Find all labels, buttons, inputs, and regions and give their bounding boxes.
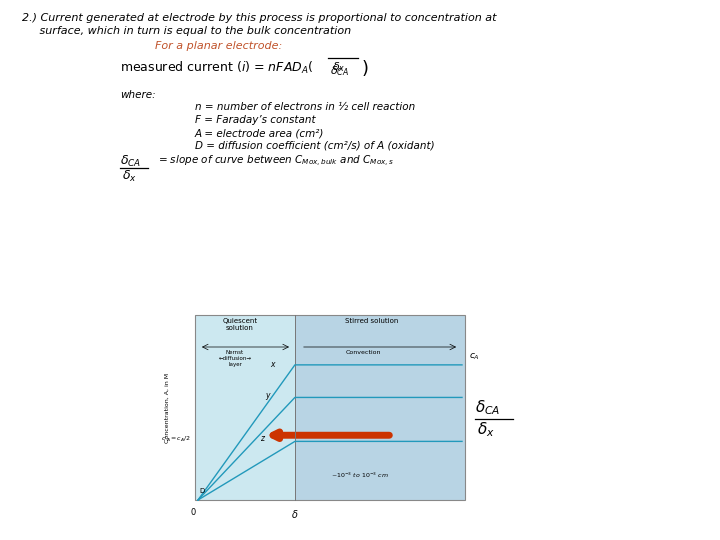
Bar — [195, 315, 295, 500]
Text: x: x — [271, 360, 275, 369]
Text: Nernst
←diffusion→
layer: Nernst ←diffusion→ layer — [218, 350, 251, 367]
FancyArrowPatch shape — [273, 432, 390, 438]
Text: = slope of curve between $C_{Mox,bulk}$ and $C_{Mox,s}$: = slope of curve between $C_{Mox,bulk}$ … — [158, 154, 394, 169]
Text: n = number of electrons in ½ cell reaction: n = number of electrons in ½ cell reacti… — [195, 102, 415, 112]
Text: $\delta_{CA}$: $\delta_{CA}$ — [120, 154, 141, 169]
Text: $\delta_x$: $\delta_x$ — [122, 169, 137, 184]
Text: For a planar electrode:: For a planar electrode: — [155, 41, 282, 51]
Text: where:: where: — [120, 90, 156, 100]
Text: 0: 0 — [190, 508, 196, 517]
Text: $\delta_{CA}$: $\delta_{CA}$ — [330, 64, 349, 78]
Text: Quiescent
solution: Quiescent solution — [222, 318, 258, 331]
Text: D: D — [199, 488, 204, 494]
Text: Convection: Convection — [345, 350, 381, 355]
Text: A = electrode area (cm²): A = electrode area (cm²) — [195, 128, 325, 138]
Text: F = Faraday’s constant: F = Faraday’s constant — [195, 115, 315, 125]
Text: measured current $(i)$ = $nFAD_A$(: measured current $(i)$ = $nFAD_A$( — [120, 60, 318, 76]
Text: $\delta$: $\delta$ — [291, 508, 299, 520]
Text: z: z — [260, 434, 264, 443]
Text: $c_A$: $c_A$ — [469, 352, 480, 362]
Text: Stirred solution: Stirred solution — [345, 318, 398, 324]
Text: $c'_A=c_A/2$: $c'_A=c_A/2$ — [161, 434, 191, 444]
Text: ): ) — [362, 60, 369, 78]
Text: $\delta_{CA}$: $\delta_{CA}$ — [475, 398, 500, 417]
Text: $\delta_x$: $\delta_x$ — [332, 60, 346, 74]
Text: D = diffusion coefficient (cm²/s) of A (oxidant): D = diffusion coefficient (cm²/s) of A (… — [195, 141, 435, 151]
Text: 2.) Current generated at electrode by this process is proportional to concentrat: 2.) Current generated at electrode by th… — [22, 13, 497, 23]
Text: Concentration, A, in M: Concentration, A, in M — [164, 373, 169, 443]
Text: y: y — [265, 392, 270, 400]
Text: ~$10^{-3}$ to $10^{-3}$ cm: ~$10^{-3}$ to $10^{-3}$ cm — [330, 471, 388, 480]
Bar — [295, 315, 465, 500]
Bar — [195, 315, 465, 500]
Text: $\delta_x$: $\delta_x$ — [477, 421, 495, 440]
Text: surface, which in turn is equal to the bulk concentration: surface, which in turn is equal to the b… — [22, 26, 351, 36]
